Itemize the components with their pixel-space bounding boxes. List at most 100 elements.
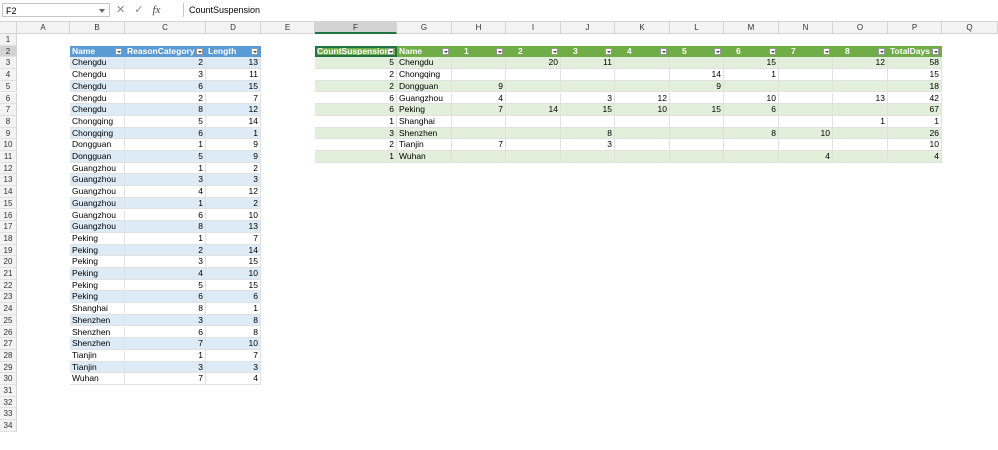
row-header-26[interactable]: 26	[0, 326, 17, 339]
table-cell[interactable]: 6	[125, 209, 206, 222]
pivot-cell[interactable]: Chongqing	[397, 69, 452, 81]
row-header-33[interactable]: 33	[0, 408, 17, 421]
table-header[interactable]: Name	[70, 45, 125, 58]
pivot-cell[interactable]: 1	[833, 115, 888, 128]
table-cell[interactable]: Guangzhou	[70, 197, 125, 210]
row-header-30[interactable]: 30	[0, 373, 17, 385]
pivot-cell[interactable]: 10	[779, 127, 833, 140]
pivot-cell[interactable]: 1	[888, 115, 942, 128]
row-header-28[interactable]: 28	[0, 349, 17, 362]
row-header-4[interactable]: 4	[0, 69, 17, 81]
row-header-29[interactable]: 29	[0, 361, 17, 374]
table-cell[interactable]: Dongguan	[70, 139, 125, 151]
pivot-cell[interactable]	[506, 69, 561, 81]
pivot-cell[interactable]: 1	[315, 115, 397, 128]
pivot-cell[interactable]: 15	[561, 104, 615, 116]
table-cell[interactable]: Peking	[70, 268, 125, 280]
pivot-cell[interactable]	[506, 139, 561, 151]
pivot-header[interactable]: 6	[724, 45, 779, 58]
table-cell[interactable]: 13	[206, 221, 261, 233]
pivot-header[interactable]: TotalDays	[888, 45, 942, 58]
pivot-cell[interactable]: 3	[315, 127, 397, 140]
row-header-20[interactable]: 20	[0, 256, 17, 268]
pivot-header[interactable]: 5	[670, 45, 724, 58]
column-header-O[interactable]: O	[833, 22, 888, 34]
table-cell[interactable]: 8	[206, 314, 261, 327]
pivot-cell[interactable]	[724, 139, 779, 151]
column-header-D[interactable]: D	[206, 22, 261, 34]
column-header-L[interactable]: L	[670, 22, 724, 34]
pivot-cell[interactable]: 15	[670, 104, 724, 116]
row-header-9[interactable]: 9	[0, 127, 17, 140]
pivot-cell[interactable]: 9	[452, 80, 506, 93]
table-cell[interactable]: 6	[125, 80, 206, 93]
table-cell[interactable]: 8	[125, 104, 206, 116]
pivot-cell[interactable]	[561, 69, 615, 81]
table-cell[interactable]: Chengdu	[70, 57, 125, 70]
row-header-8[interactable]: 8	[0, 115, 17, 128]
row-header-31[interactable]: 31	[0, 385, 17, 397]
table-cell[interactable]: Peking	[70, 279, 125, 292]
pivot-cell[interactable]	[724, 151, 779, 163]
table-cell[interactable]: 7	[206, 92, 261, 105]
table-cell[interactable]: 3	[125, 256, 206, 268]
filter-dropdown-icon[interactable]	[823, 47, 830, 55]
pivot-cell[interactable]: 58	[888, 57, 942, 70]
table-cell[interactable]: 14	[206, 244, 261, 257]
pivot-cell[interactable]: 5	[315, 57, 397, 70]
enter-icon[interactable]: ✓	[134, 4, 144, 16]
pivot-cell[interactable]: 42	[888, 92, 942, 105]
pivot-cell[interactable]: 14	[670, 69, 724, 81]
pivot-cell[interactable]	[506, 92, 561, 105]
row-header-6[interactable]: 6	[0, 92, 17, 105]
pivot-cell[interactable]	[452, 115, 506, 128]
table-header[interactable]: ReasonCategory	[125, 45, 206, 58]
pivot-cell[interactable]	[452, 69, 506, 81]
pivot-cell[interactable]	[779, 80, 833, 93]
filter-dropdown-icon[interactable]	[605, 47, 612, 55]
filter-dropdown-icon[interactable]	[878, 47, 885, 55]
pivot-cell[interactable]	[779, 115, 833, 128]
pivot-cell[interactable]	[561, 80, 615, 93]
table-cell[interactable]: 10	[206, 268, 261, 280]
pivot-cell[interactable]: Shenzhen	[397, 127, 452, 140]
table-cell[interactable]: 7	[125, 338, 206, 350]
chevron-down-icon[interactable]	[99, 9, 105, 13]
pivot-cell[interactable]	[506, 80, 561, 93]
filter-dropdown-icon[interactable]	[496, 47, 503, 55]
row-header-2[interactable]: 2	[0, 45, 17, 58]
table-cell[interactable]: Wuhan	[70, 373, 125, 385]
table-cell[interactable]: Guangzhou	[70, 162, 125, 175]
pivot-cell[interactable]: 18	[888, 80, 942, 93]
filter-dropdown-icon[interactable]	[551, 47, 558, 55]
pivot-cell[interactable]	[615, 151, 670, 163]
table-cell[interactable]: 9	[206, 151, 261, 163]
table-cell[interactable]: 12	[206, 104, 261, 116]
name-box[interactable]: F2	[2, 3, 110, 17]
table-cell[interactable]: 7	[206, 232, 261, 245]
table-cell[interactable]: 3	[125, 69, 206, 81]
pivot-cell[interactable]	[506, 115, 561, 128]
table-cell[interactable]: Shanghai	[70, 303, 125, 315]
pivot-cell[interactable]: 10	[888, 139, 942, 151]
table-cell[interactable]: Peking	[70, 291, 125, 304]
column-header-H[interactable]: H	[452, 22, 506, 34]
table-cell[interactable]: 10	[206, 338, 261, 350]
pivot-cell[interactable]	[833, 139, 888, 151]
table-cell[interactable]: Dongguan	[70, 151, 125, 163]
pivot-cell[interactable]	[833, 151, 888, 163]
pivot-cell[interactable]	[670, 139, 724, 151]
pivot-cell[interactable]	[670, 115, 724, 128]
column-header-G[interactable]: G	[397, 22, 452, 34]
table-cell[interactable]: 15	[206, 279, 261, 292]
table-cell[interactable]: 3	[206, 174, 261, 187]
row-header-24[interactable]: 24	[0, 303, 17, 315]
row-header-13[interactable]: 13	[0, 174, 17, 187]
row-header-1[interactable]: 1	[0, 34, 17, 46]
table-cell[interactable]: Shenzhen	[70, 338, 125, 350]
table-cell[interactable]: 3	[206, 361, 261, 374]
table-cell[interactable]: 4	[125, 268, 206, 280]
table-cell[interactable]: 2	[206, 197, 261, 210]
pivot-cell[interactable]	[670, 127, 724, 140]
row-header-15[interactable]: 15	[0, 197, 17, 210]
